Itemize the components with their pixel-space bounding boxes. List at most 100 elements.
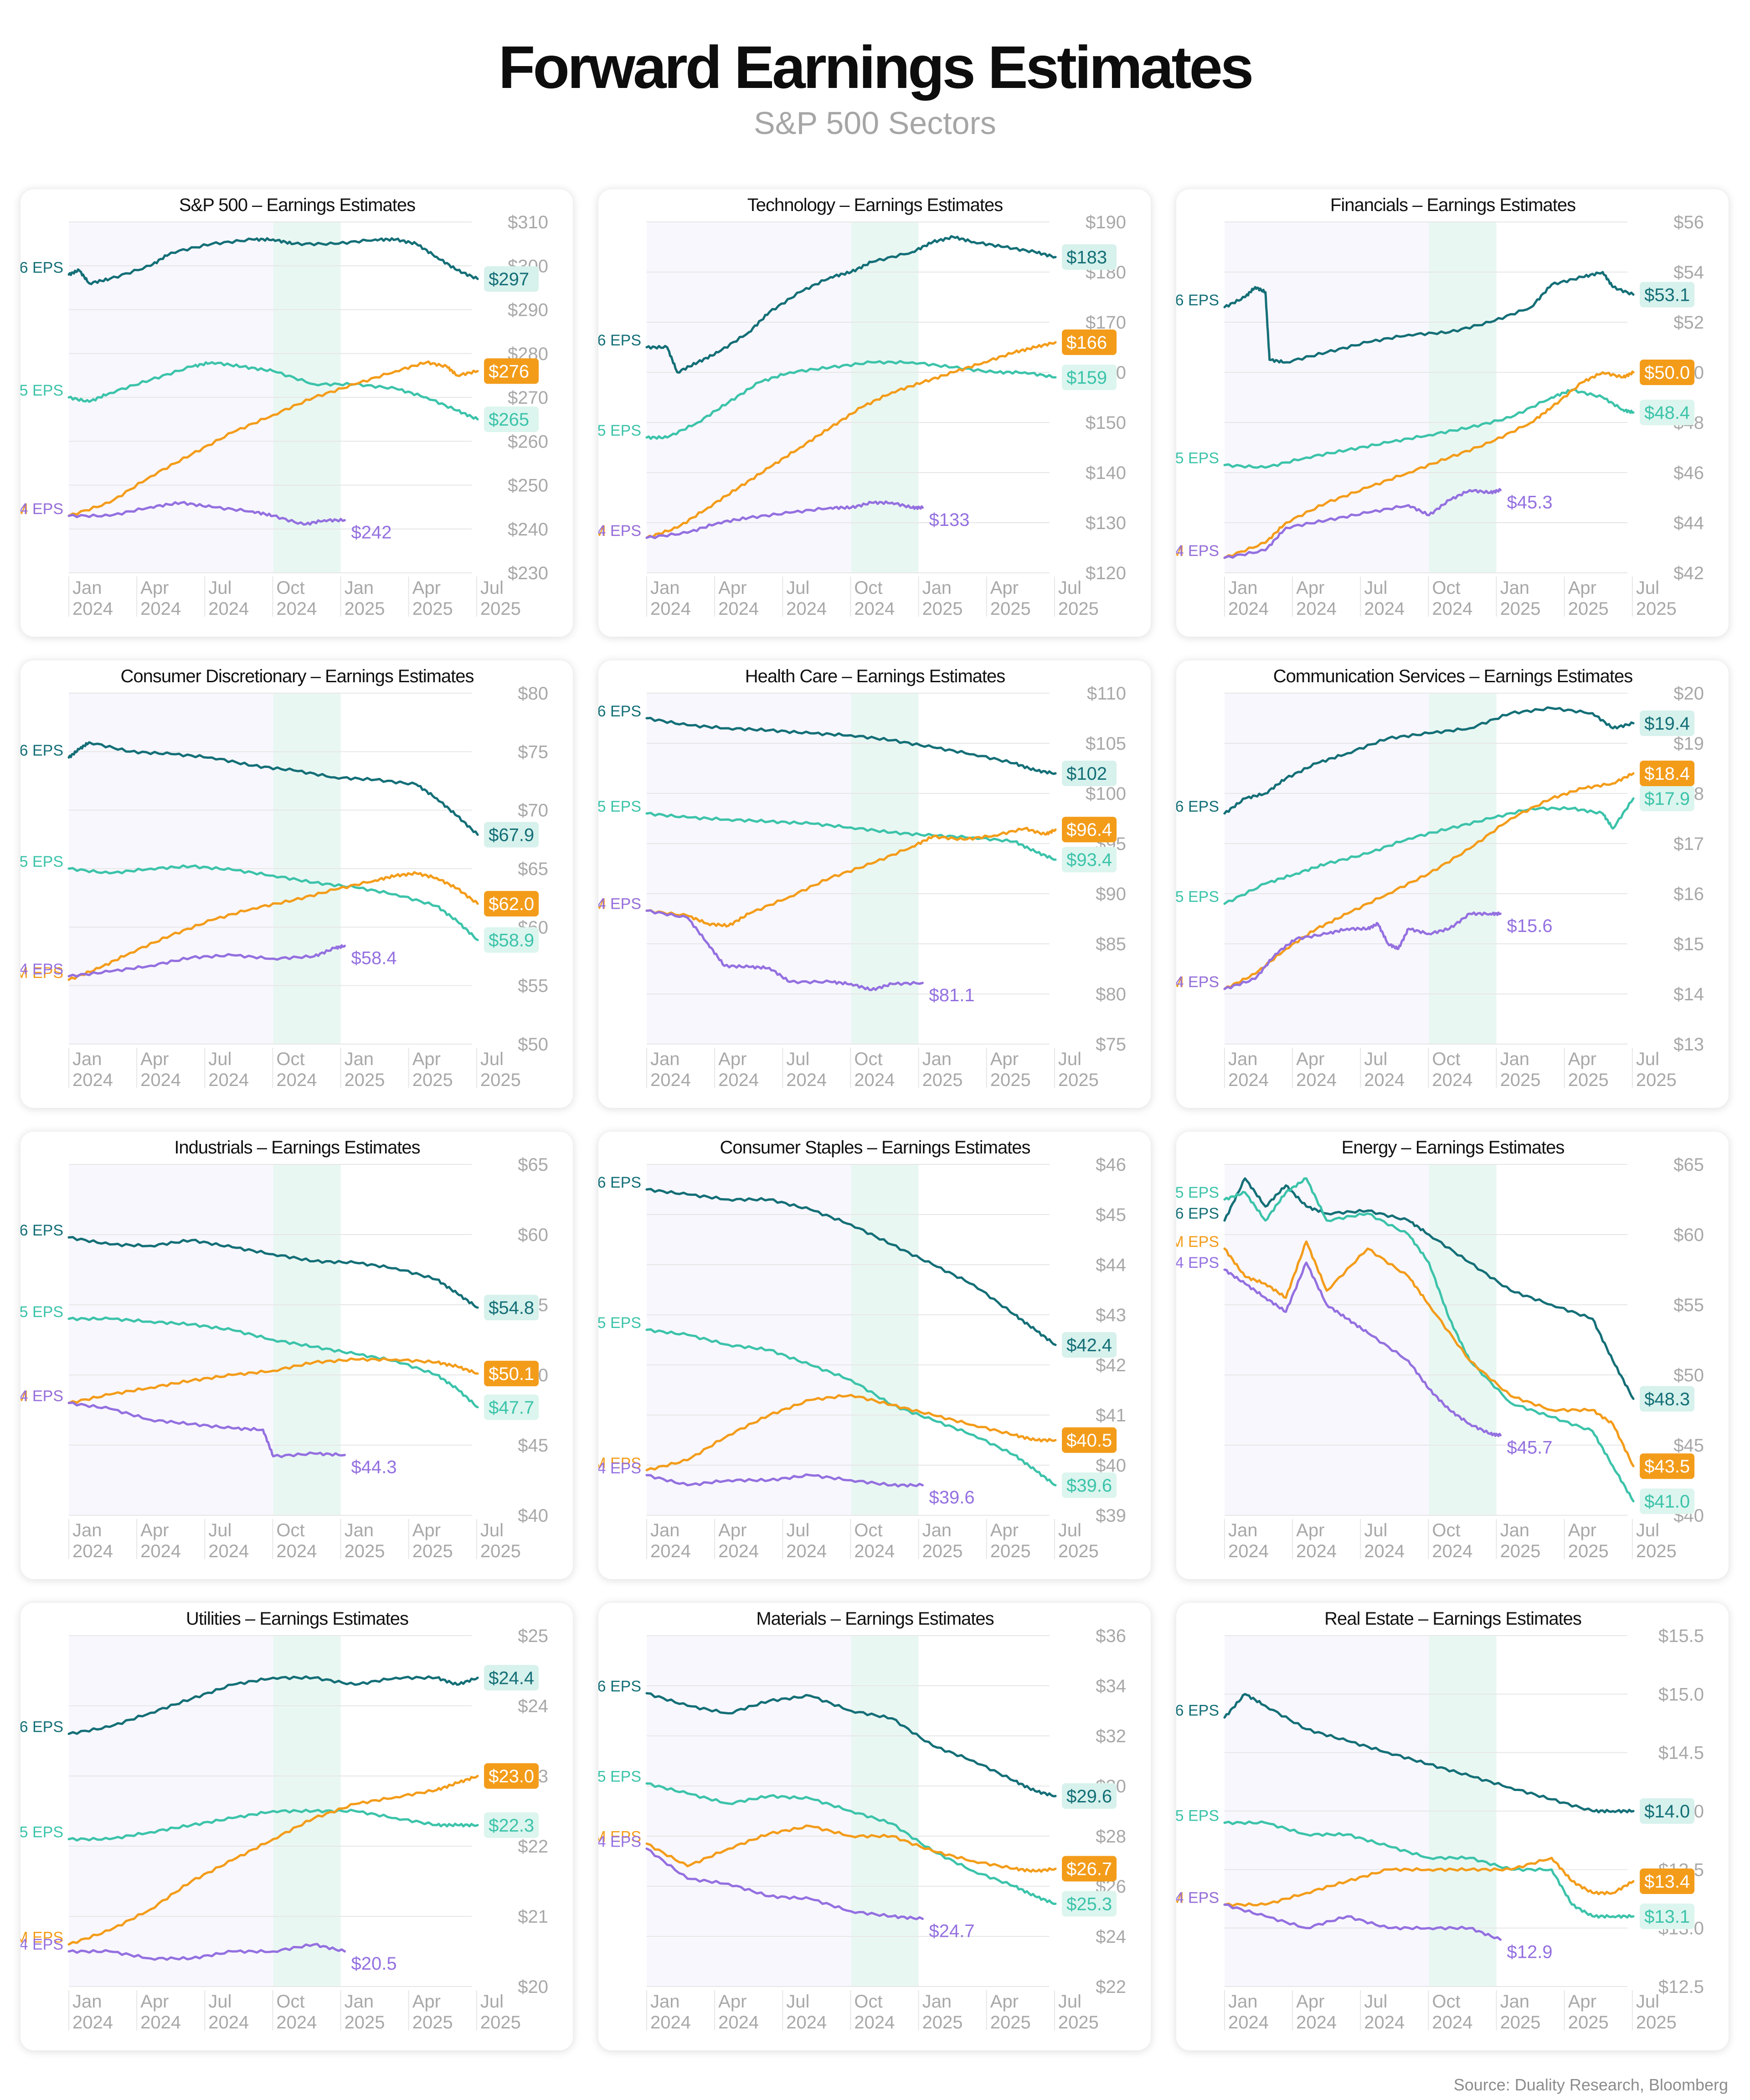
x-tick-label-year: 2024 bbox=[72, 2012, 113, 2033]
y-tick-label: $75 bbox=[518, 742, 548, 762]
chart-panel: Financials – Earnings Estimates $56 $54 $52… bbox=[1176, 189, 1729, 637]
y-tick-label: $240 bbox=[508, 520, 548, 540]
x-tick-label-year: 2024 bbox=[650, 1070, 691, 1090]
series-name-ntm: NTM EPS bbox=[1176, 1889, 1219, 1906]
end-label-eps25: $25.3 bbox=[1066, 1894, 1112, 1915]
page-subtitle: S&P 500 Sectors bbox=[754, 105, 996, 141]
x-tick-label-year: 2024 bbox=[650, 1541, 691, 1561]
series-line-eps26 bbox=[67, 237, 479, 285]
end-label-box-eps26 bbox=[1062, 1783, 1117, 1809]
end-label-box-eps25 bbox=[1640, 400, 1695, 425]
x-tick-label-month: Apr bbox=[718, 1992, 746, 2012]
chart-svg: Financials – Earnings Estimates $56 $54 $52… bbox=[1176, 195, 1704, 619]
series-line-eps26 bbox=[67, 741, 479, 836]
end-label-ntm: $13.4 bbox=[1644, 1872, 1690, 1892]
end-label-box-eps26 bbox=[484, 1665, 539, 1691]
y-tick-label: $19 bbox=[1673, 734, 1704, 754]
chart-title: Communication Services – Earnings Estima… bbox=[1273, 666, 1632, 686]
y-tick-label: $310 bbox=[508, 212, 548, 232]
x-tick-label-year: 2024 bbox=[718, 2012, 759, 2033]
series-name-eps26: '26 EPS bbox=[21, 1222, 63, 1239]
y-tick-label: $44 bbox=[1673, 513, 1704, 533]
series-name-eps26: '26 EPS bbox=[598, 332, 641, 349]
end-label-eps24: $24.7 bbox=[929, 1921, 975, 1941]
x-tick-label-year: 2025 bbox=[480, 1541, 521, 1561]
x-tick-label-year: 2024 bbox=[786, 599, 827, 619]
x-tick-label-year: 2025 bbox=[990, 1541, 1031, 1561]
x-tick-label-year: 2024 bbox=[650, 2012, 691, 2033]
chart-svg: Communication Services – Earnings Estima… bbox=[1176, 666, 1704, 1090]
series-line-eps24 bbox=[67, 1401, 346, 1458]
x-tick-label-year: 2024 bbox=[276, 599, 317, 619]
end-label-box-eps26 bbox=[1062, 1332, 1117, 1358]
x-tick-label-year: 2024 bbox=[208, 599, 249, 619]
series-name-eps24: '24 EPS bbox=[1176, 1254, 1219, 1271]
series-name-eps26: '26 EPS bbox=[21, 742, 63, 759]
x-tick-label-year: 2024 bbox=[140, 1070, 181, 1090]
series-name-ntm: NTM EPS bbox=[1176, 542, 1219, 560]
series-line-eps24 bbox=[645, 1848, 924, 1920]
x-tick-label-year: 2025 bbox=[412, 2012, 453, 2033]
series-line-eps26 bbox=[645, 1188, 1057, 1346]
x-tick-label-year: 2024 bbox=[650, 599, 691, 619]
chart-svg: Consumer Staples – Earnings Estimates $46… bbox=[598, 1138, 1126, 1561]
x-tick-label-month: Apr bbox=[1296, 578, 1324, 598]
x-tick-label-year: 2025 bbox=[1058, 1070, 1099, 1090]
end-label-eps26: $53.1 bbox=[1644, 285, 1690, 305]
x-tick-label-month: Apr bbox=[718, 578, 746, 598]
y-tick-label: $15 bbox=[1673, 934, 1704, 954]
y-tick-label: $15.0 bbox=[1658, 1684, 1704, 1704]
x-tick-label-year: 2024 bbox=[786, 2012, 827, 2033]
series-name-eps25: '25 EPS bbox=[1176, 888, 1219, 906]
end-label-eps26: $42.4 bbox=[1066, 1335, 1112, 1355]
end-label-box-ntm bbox=[484, 1763, 539, 1789]
end-label-ntm: $26.7 bbox=[1066, 1859, 1112, 1879]
x-tick-label-month: Jul bbox=[786, 1520, 809, 1540]
x-tick-label-year: 2024 bbox=[208, 1541, 249, 1561]
series-name-eps24: '24 EPS bbox=[598, 1833, 641, 1851]
x-tick-label-month: Oct bbox=[854, 578, 882, 598]
y-tick-label: $55 bbox=[518, 976, 548, 996]
x-tick-label-year: 2024 bbox=[1228, 1541, 1269, 1561]
y-tick-label: $105 bbox=[1086, 734, 1126, 754]
x-tick-label-year: 2024 bbox=[276, 1070, 317, 1090]
x-tick-label-month: Jan bbox=[922, 1520, 952, 1540]
series-line-ntm bbox=[645, 341, 1057, 539]
x-tick-label-year: 2024 bbox=[718, 599, 759, 619]
x-tick-label-year: 2025 bbox=[412, 1070, 453, 1090]
x-tick-label-month: Jul bbox=[786, 578, 809, 598]
x-tick-label-month: Oct bbox=[854, 1992, 882, 2012]
x-tick-label-month: Jan bbox=[1500, 1992, 1530, 2012]
x-tick-label-month: Jan bbox=[345, 1520, 374, 1540]
chart-panel: Materials – Earnings Estimates $36 $34 $32 $… bbox=[598, 1602, 1151, 2051]
chart-panel: Energy – Earnings Estimates $65 $60 $55 $50 $… bbox=[1176, 1131, 1729, 1580]
x-tick-label-month: Jul bbox=[1058, 1992, 1081, 2012]
x-tick-label-year: 2025 bbox=[990, 1070, 1031, 1090]
y-tick-label: $46 bbox=[1096, 1155, 1126, 1175]
chart-svg: Health Care – Earnings Estimates $110 $105… bbox=[598, 666, 1126, 1090]
x-tick-label-month: Jan bbox=[1500, 1520, 1530, 1540]
y-tick-label: $42 bbox=[1673, 563, 1704, 583]
end-label-box-ntm bbox=[1062, 329, 1117, 355]
y-tick-label: $36 bbox=[1096, 1626, 1126, 1646]
series-name-eps26: '26 EPS bbox=[1176, 798, 1219, 815]
series-name-ntm: NTM EPS bbox=[21, 500, 63, 518]
chart-title: Utilities – Earnings Estimates bbox=[186, 1609, 408, 1629]
x-tick-label-month: Jul bbox=[208, 1049, 232, 1069]
x-tick-label-month: Apr bbox=[140, 1520, 169, 1540]
series-line-ntm bbox=[1223, 370, 1635, 559]
end-label-ntm: $43.5 bbox=[1644, 1457, 1690, 1477]
end-label-eps26: $67.9 bbox=[489, 825, 534, 845]
y-tick-label: $40 bbox=[1096, 1456, 1126, 1476]
x-tick-label-year: 2024 bbox=[718, 1070, 759, 1090]
x-tick-label-month: Apr bbox=[1568, 1520, 1596, 1540]
series-line-eps25 bbox=[645, 1782, 1057, 1905]
chart-title: Real Estate – Earnings Estimates bbox=[1324, 1609, 1581, 1629]
x-tick-label-year: 2024 bbox=[1432, 599, 1472, 619]
y-tick-label: $24 bbox=[1096, 1927, 1126, 1947]
y-tick-label: $20 bbox=[1673, 684, 1704, 704]
forecast-shade bbox=[1429, 1164, 1497, 1515]
series-name-eps26: '26 EPS bbox=[21, 259, 63, 277]
end-label-eps26: $24.4 bbox=[489, 1668, 534, 1688]
series-name-eps24: '24 EPS bbox=[598, 1460, 641, 1477]
